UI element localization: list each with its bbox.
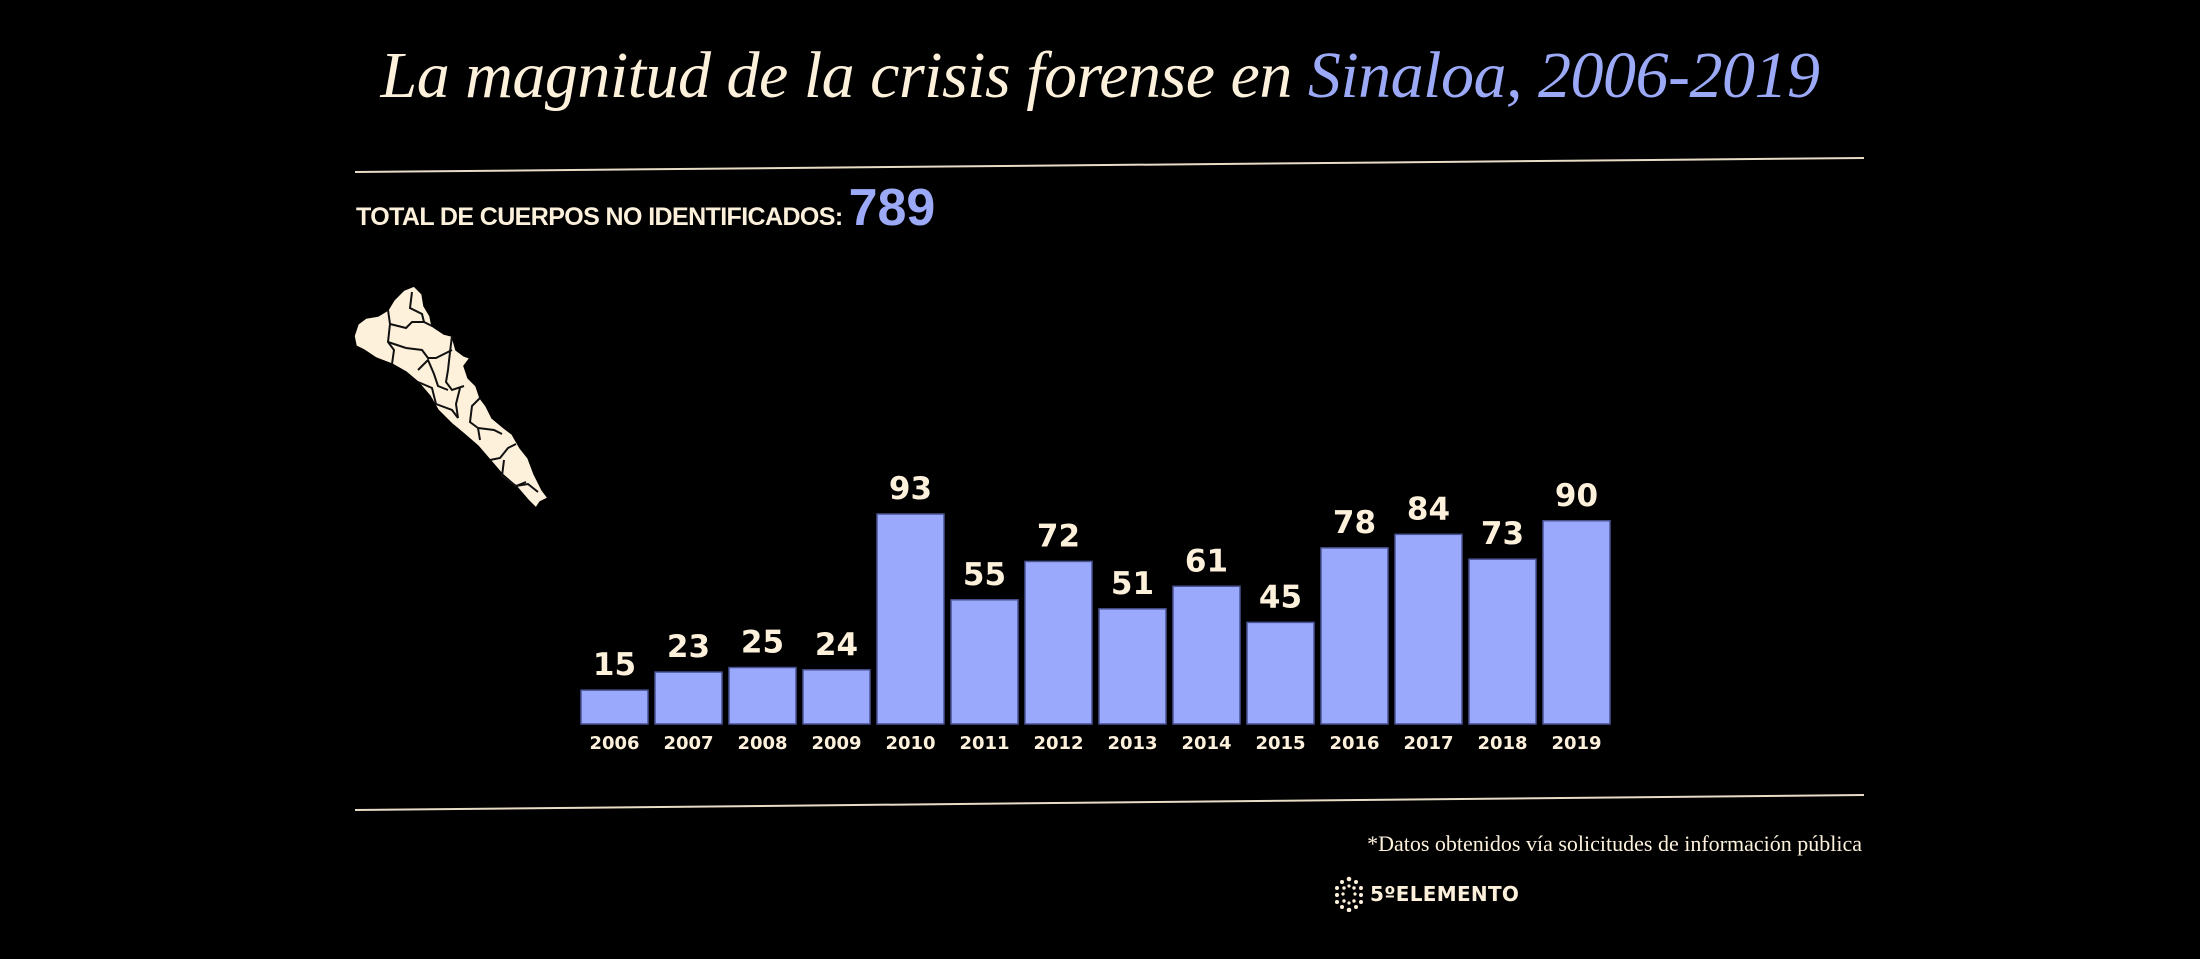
total-summary: TOTAL DE CUERPOS NO IDENTIFICADOS: 789 <box>356 178 935 238</box>
title-main: La magnitud de la crisis forense en <box>380 39 1308 112</box>
title-highlight: Sinaloa, 2006-2019 <box>1307 39 1820 112</box>
source-footnote: *Datos obtenidos vía solicitudes de info… <box>1367 831 1862 856</box>
chart-title: La magnitud de la crisis forense en Sina… <box>0 38 2200 114</box>
total-value: 789 <box>848 179 936 237</box>
bar-2019 <box>1542 520 1611 725</box>
x-tick-label-2016: 2016 <box>1329 733 1379 754</box>
x-tick-label-2014: 2014 <box>1181 733 1231 754</box>
x-tick-label-2018: 2018 <box>1477 733 1527 754</box>
value-label-2008: 25 <box>741 625 784 661</box>
bar-2011 <box>950 599 1019 725</box>
value-label-2006: 15 <box>593 647 636 683</box>
value-label-2019: 90 <box>1555 478 1598 514</box>
bar-2009 <box>802 669 871 725</box>
x-tick-label-2019: 2019 <box>1551 733 1601 754</box>
sinaloa-map-icon <box>353 285 547 510</box>
bar-2014 <box>1172 585 1241 725</box>
bar-2016 <box>1320 547 1389 725</box>
bar-2007 <box>654 671 723 725</box>
x-tick-label-2015: 2015 <box>1255 733 1305 754</box>
total-label: TOTAL DE CUERPOS NO IDENTIFICADOS: <box>356 203 843 231</box>
x-tick-label-2017: 2017 <box>1403 733 1453 754</box>
bar-2008 <box>728 666 797 725</box>
value-label-2016: 78 <box>1333 505 1376 541</box>
value-label-2014: 61 <box>1185 543 1228 579</box>
bar-2017 <box>1394 533 1463 725</box>
x-tick-label-2006: 2006 <box>589 733 639 754</box>
bar-2015 <box>1246 621 1315 725</box>
x-tick-label-2007: 2007 <box>663 733 713 754</box>
value-label-2012: 72 <box>1037 518 1080 554</box>
bar-2006 <box>580 689 649 725</box>
bar-2010 <box>876 513 945 725</box>
value-label-2010: 93 <box>889 471 932 507</box>
value-label-2018: 73 <box>1481 516 1524 552</box>
x-tick-label-2008: 2008 <box>737 733 787 754</box>
x-tick-label-2010: 2010 <box>885 733 935 754</box>
value-label-2011: 55 <box>963 557 1006 593</box>
bar-2013 <box>1098 608 1167 725</box>
x-tick-label-2009: 2009 <box>811 733 861 754</box>
x-tick-label-2012: 2012 <box>1033 733 1083 754</box>
value-label-2009: 24 <box>815 627 858 663</box>
logo-text: 5ºELEMENTO <box>1370 882 1520 906</box>
bottom-divider <box>354 794 1865 811</box>
x-tick-label-2011: 2011 <box>959 733 1009 754</box>
brand-logo[interactable]: 5ºELEMENTO <box>1334 876 1519 912</box>
bar-2012 <box>1024 560 1093 725</box>
bar-2018 <box>1468 558 1537 725</box>
value-label-2007: 23 <box>667 629 710 665</box>
value-label-2015: 45 <box>1259 579 1302 615</box>
top-divider <box>354 157 1865 173</box>
value-label-2013: 51 <box>1111 566 1154 602</box>
x-tick-label-2013: 2013 <box>1107 733 1157 754</box>
dots-hexagon-logo-icon <box>1335 876 1363 912</box>
value-label-2017: 84 <box>1407 491 1450 527</box>
